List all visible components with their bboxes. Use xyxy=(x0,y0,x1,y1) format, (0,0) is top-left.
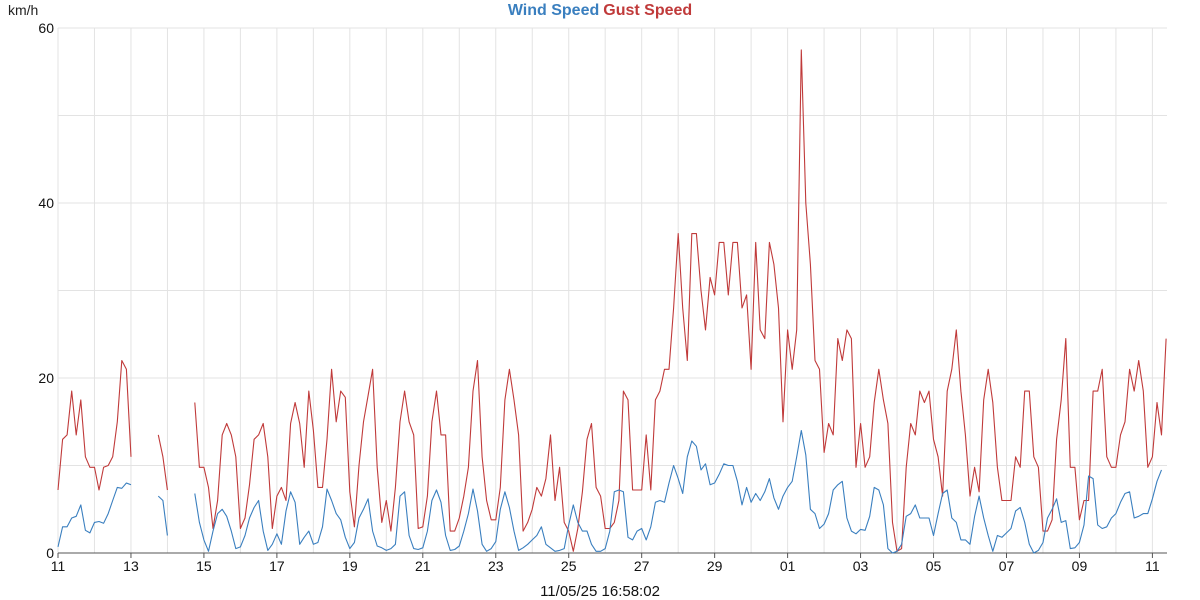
series-lines xyxy=(57,49,1167,554)
wind-speed-line xyxy=(194,429,1163,554)
x-tick-label: 11 xyxy=(51,558,66,574)
x-tick-label: 01 xyxy=(780,558,796,574)
legend-gust-speed: Gust Speed xyxy=(603,2,693,19)
x-tick-label: 29 xyxy=(707,558,723,574)
x-axis-ticks: 11 13 15 17 19 21 23 25 27 29 01 03 05 07 09 11 xyxy=(51,553,1160,574)
y-tick-label: 40 xyxy=(38,195,54,211)
legend-wind-speed: Wind Speed xyxy=(507,2,600,19)
x-tick-label: 23 xyxy=(488,558,504,574)
x-tick-label: 27 xyxy=(634,558,650,574)
x-tick-label: 13 xyxy=(123,558,139,574)
x-tick-label: 17 xyxy=(269,558,285,574)
x-tick-label: 09 xyxy=(1072,558,1088,574)
gust-speed-line xyxy=(194,49,1167,552)
y-tick-label: 60 xyxy=(38,20,54,36)
wind-speed-line xyxy=(57,482,132,548)
x-tick-label: 19 xyxy=(342,558,358,574)
x-tick-label: 25 xyxy=(561,558,577,574)
x-tick-label: 15 xyxy=(196,558,212,574)
gust-speed-line xyxy=(157,434,168,491)
wind-speed-line xyxy=(157,495,168,536)
y-axis-unit-label: km/h xyxy=(8,2,39,18)
grid-lines xyxy=(57,27,1167,554)
y-tick-label: 20 xyxy=(38,370,54,386)
x-tick-label: 05 xyxy=(926,558,942,574)
x-tick-label: 07 xyxy=(999,558,1015,574)
x-tick-label: 21 xyxy=(415,558,431,574)
y-axis-ticks: 0 20 40 60 xyxy=(38,20,54,561)
footer-timestamp: 11/05/25 16:58:02 xyxy=(540,583,660,600)
x-tick-label: 03 xyxy=(853,558,869,574)
y-tick-label: 0 xyxy=(46,545,54,561)
x-tick-label: 11 xyxy=(1145,558,1160,574)
gust-speed-line xyxy=(57,359,132,491)
chart-title: Wind Speed Gust Speed xyxy=(0,2,1200,20)
